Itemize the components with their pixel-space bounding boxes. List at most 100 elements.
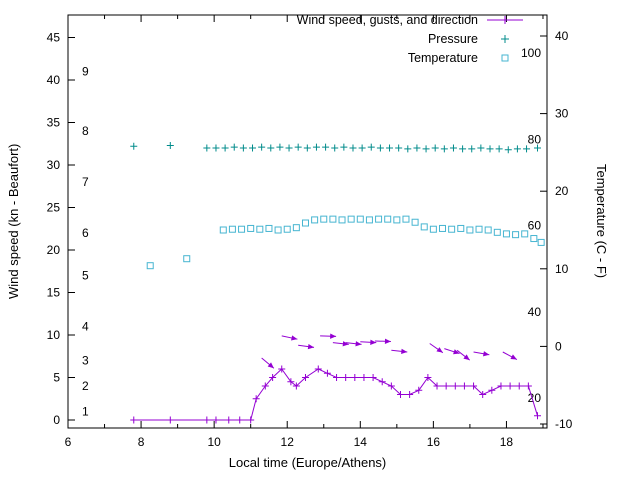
temperature-point-marker xyxy=(512,231,520,239)
pressure-point-marker xyxy=(212,144,220,152)
wind-direction-arrowhead xyxy=(370,339,377,345)
temperature-point-marker xyxy=(292,224,300,232)
wind-point-marker xyxy=(424,374,432,381)
temperature-point-marker xyxy=(484,226,492,234)
temperature-key-square-icon xyxy=(501,54,509,61)
wind-point-marker xyxy=(203,416,211,424)
pressure-point-marker xyxy=(203,144,211,152)
wind-point-marker xyxy=(378,378,386,386)
pressure-point-marker xyxy=(166,141,174,149)
wind-point-marker xyxy=(314,365,322,373)
wind-point-marker xyxy=(333,374,341,381)
x-tick-label: 8 xyxy=(138,435,145,449)
pressure-point-marker xyxy=(258,143,266,151)
wind-key-plus-icon xyxy=(501,15,509,24)
celsius-tick-label: 0 xyxy=(555,339,562,353)
wind-point-marker xyxy=(292,382,300,390)
pressure-point-marker xyxy=(459,145,467,153)
beaufort-label: 5 xyxy=(82,269,89,283)
wind-point-marker xyxy=(301,374,309,381)
wind-point-marker xyxy=(269,374,277,381)
temperature-point-marker xyxy=(384,215,392,223)
wind-point-marker xyxy=(225,416,233,424)
temperature-point-marker xyxy=(502,230,510,238)
temperature-point-marker xyxy=(301,219,309,227)
x-tick-label: 6 xyxy=(65,435,72,449)
pressure-point-marker xyxy=(495,145,503,153)
legend-label-wind: Wind speed, gusts, and direction xyxy=(296,12,478,27)
wind-point-marker xyxy=(369,374,377,381)
temperature-point-marker xyxy=(329,215,337,223)
wind-point-marker xyxy=(415,386,423,394)
beaufort-label: 8 xyxy=(82,124,89,138)
pressure-point-marker xyxy=(504,146,512,154)
pressure-point-marker xyxy=(449,144,457,152)
pressure-point-marker xyxy=(267,144,275,152)
temperature-key-sample xyxy=(501,54,509,61)
beaufort-label: 2 xyxy=(82,379,89,393)
temperature-point-marker xyxy=(146,262,154,270)
celsius-tick-label: 30 xyxy=(555,107,569,121)
temperature-point-marker xyxy=(448,225,456,233)
wind-point-marker xyxy=(406,391,414,398)
celsius-tick-label: -10 xyxy=(555,417,573,431)
pressure-point-marker xyxy=(312,143,320,151)
temperature-point-marker xyxy=(274,226,282,234)
wind-point-marker xyxy=(524,382,532,390)
wind-point-marker xyxy=(236,416,244,424)
pressure-point-marker xyxy=(523,145,531,153)
legend-item-temperature: Temperature xyxy=(180,48,525,67)
fahrenheit-label: 80 xyxy=(528,132,542,146)
wind-direction-arrowhead xyxy=(330,333,337,339)
pressure-point-marker xyxy=(221,144,229,152)
pressure-point-marker xyxy=(239,144,247,152)
pressure-point-marker xyxy=(404,145,412,153)
wind-direction-arrowhead xyxy=(291,335,298,341)
temperature-point-marker xyxy=(256,225,264,233)
temperature-point-marker xyxy=(411,218,419,226)
temperature-point-marker xyxy=(457,224,465,232)
pressure-point-marker xyxy=(413,144,421,152)
beaufort-label: 4 xyxy=(82,320,89,334)
temperature-point-marker xyxy=(320,215,328,223)
fahrenheit-label: 60 xyxy=(528,219,542,233)
pressure-point-marker xyxy=(340,143,348,151)
pressure-point-marker xyxy=(534,144,541,152)
wind-point-marker xyxy=(342,374,350,381)
wind-point-marker xyxy=(212,416,220,424)
wind-point-marker xyxy=(442,382,450,390)
wind-point-marker xyxy=(323,369,331,377)
wind-point-marker xyxy=(351,374,359,381)
pressure-point-marker xyxy=(486,145,494,153)
knots-tick-label: 25 xyxy=(47,201,61,215)
wind-point-marker xyxy=(515,382,523,390)
legend-item-wind: Wind speed, gusts, and direction xyxy=(180,10,525,29)
wind-direction-arrowhead xyxy=(510,354,517,360)
legend-label-pressure: Pressure xyxy=(427,31,478,46)
x-tick-label: 16 xyxy=(427,435,441,449)
pressure-point-marker xyxy=(303,144,311,152)
temperature-point-marker xyxy=(219,226,227,234)
pressure-point-marker xyxy=(322,143,330,151)
wind-point-marker xyxy=(497,382,505,390)
pressure-point-marker xyxy=(349,144,357,152)
temperature-point-marker xyxy=(537,238,545,246)
knots-tick-label: 30 xyxy=(47,158,61,172)
wind-direction-arrowhead xyxy=(307,343,315,350)
temperature-point-marker xyxy=(429,225,437,233)
temperature-point-marker xyxy=(283,225,291,233)
temperature-point-marker xyxy=(530,235,538,243)
beaufort-label: 1 xyxy=(82,405,89,419)
wind-point-marker xyxy=(278,365,286,373)
pressure-point-marker xyxy=(386,144,394,152)
knots-tick-label: 10 xyxy=(47,328,61,342)
temperature-point-marker xyxy=(365,216,373,224)
wind-point-marker xyxy=(451,382,459,390)
wind-direction-arrowhead xyxy=(401,348,408,354)
pressure-point-marker xyxy=(331,144,339,152)
knots-tick-label: 0 xyxy=(53,413,60,427)
right-axis-title: Temperature (C - F) xyxy=(594,164,609,279)
celsius-tick-label: 20 xyxy=(555,184,569,198)
knots-tick-label: 40 xyxy=(47,73,61,87)
temperature-point-marker xyxy=(238,225,246,233)
